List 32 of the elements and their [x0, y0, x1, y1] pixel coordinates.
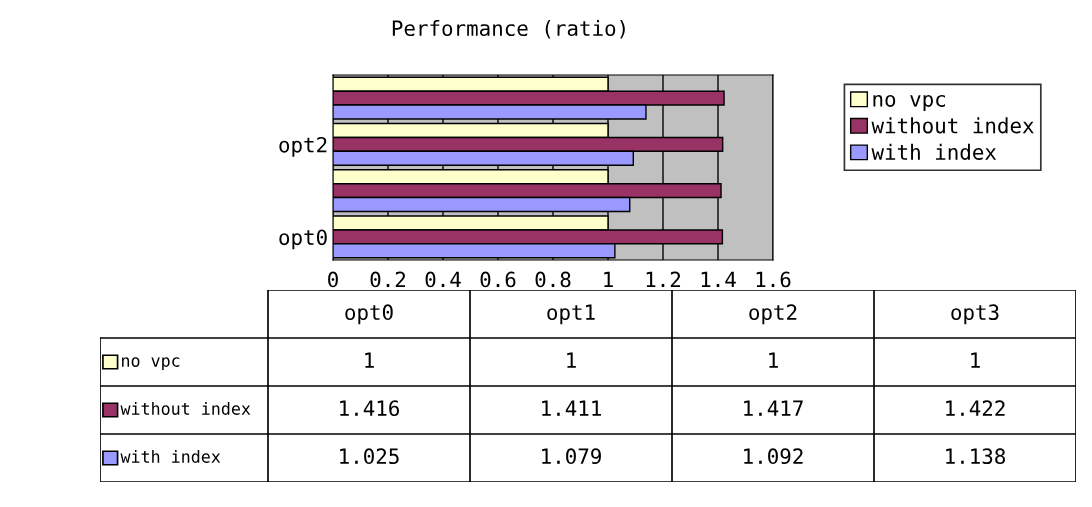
- x-tick-label: 1: [604, 271, 613, 288]
- x-tick-label: 0.4: [425, 271, 461, 288]
- x-tick-label: 0.2: [370, 271, 406, 288]
- category-label: opt1: [547, 304, 595, 325]
- x-tick-label: 0: [328, 271, 338, 288]
- data-label: 1.411: [542, 400, 601, 416]
- legend-label: with index: [120, 449, 221, 463]
- legend-label: no vpc: [873, 94, 946, 111]
- data-label: 1.422: [946, 400, 1005, 416]
- data-label: 1.025: [340, 448, 399, 465]
- data-label: 1: [365, 352, 374, 368]
- data-label: 1.079: [542, 448, 601, 465]
- data-label: 1: [769, 352, 778, 368]
- legend-label: with index: [871, 143, 997, 160]
- category-label: opt2: [749, 304, 797, 325]
- x-tick-label: 0.6: [480, 271, 516, 288]
- chart-title: Performance (ratio): [392, 19, 625, 39]
- category-label: opt0: [345, 304, 393, 325]
- data-label: 1: [567, 352, 576, 368]
- legend-label: no vpc: [122, 357, 180, 371]
- data-label: 1.417: [744, 400, 803, 416]
- data-label: 1.416: [340, 400, 400, 417]
- legend-label: without index: [120, 401, 251, 415]
- x-tick-label: 1.6: [756, 271, 791, 288]
- data-label: 1.092: [744, 448, 803, 465]
- data-label: 1: [971, 352, 980, 368]
- category-label: opt3: [951, 304, 999, 325]
- data-label: 1.138: [946, 448, 1006, 465]
- x-tick-label: 1.4: [701, 271, 736, 288]
- x-tick-label: 0.8: [535, 271, 571, 288]
- x-tick-label: 1.2: [646, 271, 681, 288]
- legend-label: without index: [871, 117, 1034, 134]
